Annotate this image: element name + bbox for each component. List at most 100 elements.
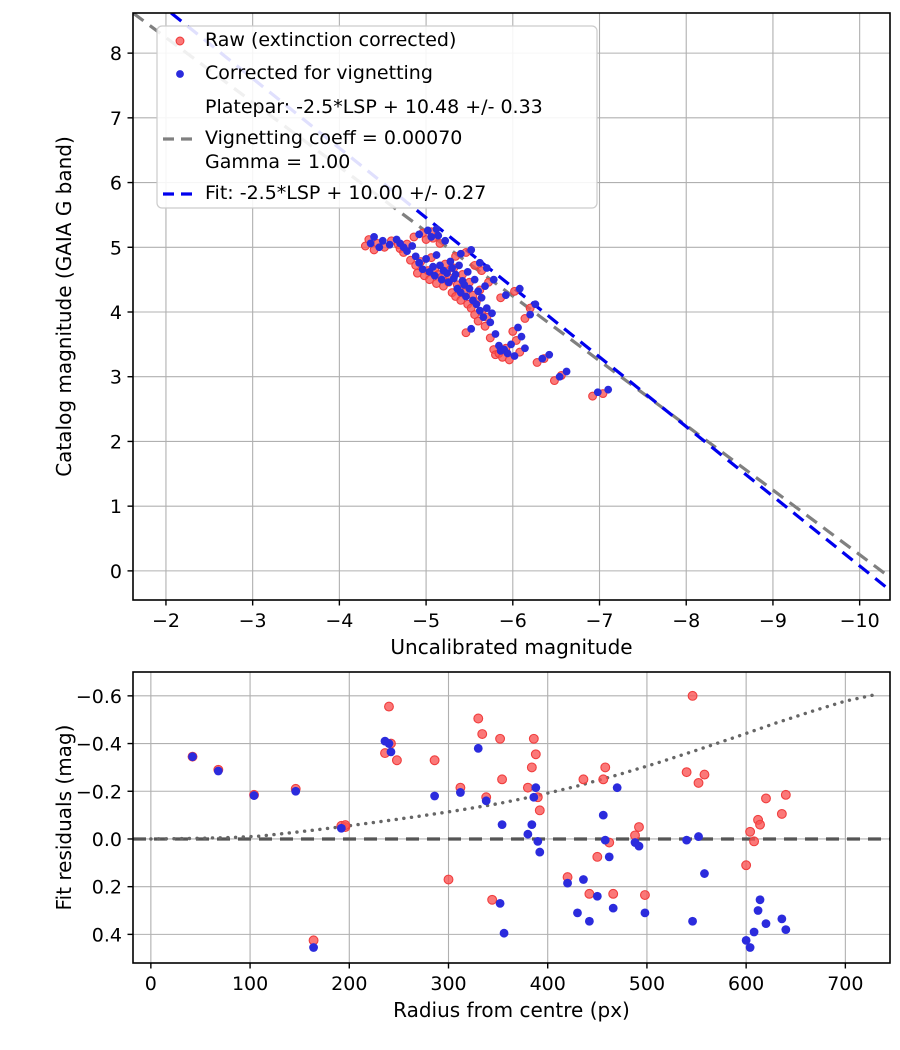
data-point bbox=[745, 826, 756, 837]
data-point bbox=[535, 847, 545, 857]
data-point bbox=[366, 239, 375, 248]
x-tick-label: −5 bbox=[412, 610, 440, 632]
data-point bbox=[573, 908, 582, 918]
data-point bbox=[430, 271, 439, 280]
y-tick-label: 4 bbox=[110, 302, 122, 324]
data-point bbox=[592, 851, 603, 862]
data-point bbox=[486, 318, 495, 327]
residuals-plot-lines bbox=[133, 692, 890, 841]
data-point bbox=[604, 852, 614, 862]
residuals-plot-points bbox=[187, 690, 791, 952]
data-point bbox=[455, 261, 463, 270]
data-point bbox=[538, 354, 547, 363]
data-point bbox=[741, 935, 751, 945]
data-point bbox=[213, 766, 223, 776]
legend-item-1[interactable]: Corrected for vignetting bbox=[176, 62, 433, 84]
plot-line-vignetting-curve bbox=[149, 692, 877, 841]
data-point bbox=[563, 878, 572, 888]
calibration-plot-group: −2 −3 −4 −5 −6 −7 −8 −9 −10 0 1 2 3 4 5 6 7 8 Uncalibrated… bbox=[52, 12, 891, 659]
data-point bbox=[531, 783, 541, 793]
data-point bbox=[495, 733, 506, 744]
data-point bbox=[634, 822, 644, 832]
data-point bbox=[408, 242, 417, 250]
data-point bbox=[531, 300, 540, 309]
data-point bbox=[515, 284, 524, 293]
data-point bbox=[473, 743, 483, 753]
data-point bbox=[503, 349, 512, 358]
data-point bbox=[693, 777, 704, 788]
y-tick-label: −0.6 bbox=[76, 686, 122, 708]
data-point bbox=[608, 888, 619, 899]
data-point bbox=[477, 729, 488, 739]
legend-item-3[interactable]: Vignetting coeff = 0.00070 bbox=[163, 127, 462, 149]
data-point bbox=[517, 332, 526, 341]
data-point bbox=[510, 352, 519, 360]
legend-label: Fit: -2.5*LSP + 10.00 +/- 0.27 bbox=[205, 182, 486, 204]
y-tick-label: −0.2 bbox=[76, 781, 122, 803]
y-tick-label: 1 bbox=[110, 496, 122, 518]
data-point bbox=[555, 372, 564, 381]
data-point bbox=[501, 291, 510, 300]
data-point bbox=[681, 767, 692, 778]
data-point bbox=[776, 808, 787, 819]
calibration-plot-points bbox=[360, 225, 613, 401]
y-tick-label: 3 bbox=[110, 367, 122, 389]
data-point bbox=[443, 874, 454, 885]
data-point bbox=[488, 309, 496, 318]
data-point bbox=[470, 275, 479, 284]
data-point bbox=[432, 225, 441, 234]
data-point bbox=[473, 713, 484, 724]
data-point bbox=[598, 810, 608, 820]
data-point bbox=[442, 269, 451, 278]
data-point bbox=[522, 782, 533, 793]
data-point bbox=[472, 300, 481, 309]
data-point bbox=[523, 829, 533, 839]
data-point bbox=[533, 836, 543, 846]
y-tick-label: 0.4 bbox=[92, 924, 122, 946]
residuals-plot-group: 0 100 200 300 400 500 600 700 0.4 0.2 0.0 −0.2 −0.4 −… bbox=[52, 671, 891, 1022]
legend-item-4[interactable]: Gamma = 1.00 bbox=[205, 151, 350, 173]
x-tick-label: 200 bbox=[331, 973, 367, 995]
data-point bbox=[422, 255, 430, 263]
data-point bbox=[593, 388, 602, 397]
data-point bbox=[463, 267, 472, 276]
data-point bbox=[499, 928, 509, 938]
data-point bbox=[403, 247, 411, 256]
data-point bbox=[482, 304, 491, 313]
data-point bbox=[370, 233, 378, 241]
data-point bbox=[604, 385, 613, 394]
data-point bbox=[309, 943, 318, 952]
y-tick-label: 8 bbox=[110, 43, 122, 65]
legend-label: Raw (extinction corrected) bbox=[205, 29, 456, 51]
x-tick-label: −8 bbox=[672, 610, 700, 632]
x-tick-label: −3 bbox=[239, 610, 267, 632]
data-point bbox=[441, 236, 450, 245]
data-point bbox=[640, 908, 650, 918]
x-tick-label: 300 bbox=[430, 973, 466, 995]
x-tick-label: 0 bbox=[145, 973, 157, 995]
x-tick-label: −9 bbox=[759, 610, 787, 632]
data-point bbox=[694, 832, 703, 841]
y-tick-label: 6 bbox=[110, 173, 122, 195]
data-point bbox=[761, 793, 771, 804]
x-tick-label: 400 bbox=[530, 973, 566, 995]
data-point bbox=[688, 916, 697, 926]
data-point bbox=[534, 805, 545, 816]
data-point bbox=[584, 916, 594, 926]
data-point bbox=[467, 245, 476, 254]
legend-item-2[interactable]: Platepar: -2.5*LSP + 10.48 +/- 0.33 bbox=[205, 96, 543, 118]
data-point bbox=[456, 249, 465, 258]
residuals-plot-xlabel: Radius from centre (px) bbox=[393, 998, 630, 1022]
data-point bbox=[475, 258, 484, 267]
data-point bbox=[526, 762, 537, 773]
data-point bbox=[479, 313, 488, 322]
data-point bbox=[415, 258, 424, 267]
legend-item-5[interactable]: Fit: -2.5*LSP + 10.00 +/- 0.27 bbox=[163, 182, 486, 204]
data-point bbox=[529, 792, 539, 802]
data-point bbox=[600, 762, 611, 773]
data-point bbox=[600, 835, 610, 845]
legend-item-0[interactable]: Raw (extinction corrected) bbox=[175, 29, 456, 51]
legend-label: Gamma = 1.00 bbox=[205, 151, 350, 173]
